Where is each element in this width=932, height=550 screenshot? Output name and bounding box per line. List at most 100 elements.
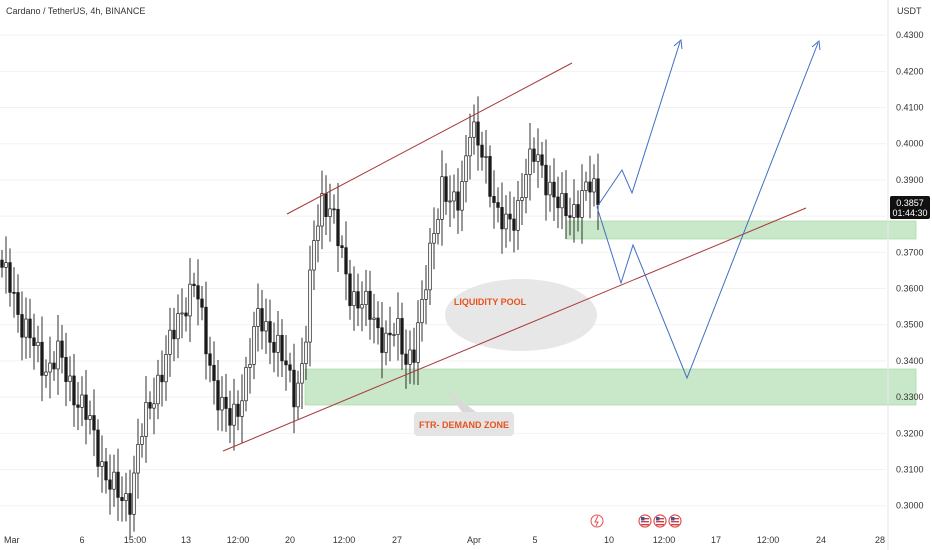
candle-body bbox=[12, 292, 16, 294]
candle-body bbox=[340, 245, 344, 249]
candle-body bbox=[176, 313, 180, 340]
us-flag-event-icon[interactable] bbox=[638, 514, 652, 528]
candle-body bbox=[40, 341, 44, 376]
candle-body bbox=[156, 374, 160, 405]
candle-body bbox=[460, 181, 464, 211]
candle-body bbox=[380, 327, 384, 353]
us-flag-event-icon[interactable] bbox=[653, 514, 667, 528]
candle-body bbox=[316, 225, 320, 241]
price-tick-label: 0.3700 bbox=[896, 247, 924, 257]
candle-body bbox=[400, 318, 404, 355]
candle-body bbox=[172, 329, 176, 340]
candle-body bbox=[484, 156, 488, 158]
candle-body bbox=[208, 353, 212, 366]
candle-body bbox=[444, 176, 448, 202]
candle-body bbox=[576, 204, 580, 218]
candle-body bbox=[480, 144, 484, 158]
candle-body bbox=[52, 362, 56, 370]
projection-path-short bbox=[596, 41, 681, 208]
candle-body bbox=[544, 164, 548, 196]
candle-body bbox=[60, 340, 64, 358]
candle-body bbox=[88, 415, 92, 420]
candle-body bbox=[476, 121, 480, 146]
candle-body bbox=[492, 196, 496, 203]
candle-body bbox=[596, 178, 600, 206]
candle-body bbox=[256, 308, 260, 327]
price-axis: 0.43000.42000.41000.40000.39000.38000.37… bbox=[896, 30, 924, 511]
channel-upper-line bbox=[286, 62, 573, 215]
candle-body bbox=[376, 317, 380, 329]
candle-body bbox=[32, 337, 36, 346]
projection-arrow-long bbox=[811, 40, 821, 51]
candle-body bbox=[160, 374, 164, 383]
candle-body bbox=[464, 155, 468, 182]
candle-body bbox=[216, 380, 220, 411]
candle-body bbox=[120, 497, 124, 501]
candle-body bbox=[304, 341, 308, 364]
candle-body bbox=[100, 461, 104, 467]
candle-body bbox=[64, 357, 68, 382]
us-flag-event-icon[interactable] bbox=[668, 514, 682, 528]
price-tick-label: 0.3000 bbox=[896, 501, 924, 511]
candle-body bbox=[432, 233, 436, 244]
candle-body bbox=[180, 312, 184, 315]
candle-body bbox=[560, 193, 564, 209]
candle-body bbox=[528, 148, 532, 175]
candle-body bbox=[508, 213, 512, 220]
time-tick-label: 12:00 bbox=[757, 535, 780, 545]
candle-body bbox=[512, 218, 516, 231]
demand-zone-label: FTR- DEMAND ZONE bbox=[419, 420, 509, 430]
liquidity-pool-label: LIQUIDITY POOL bbox=[454, 297, 527, 307]
candle-body bbox=[348, 273, 352, 306]
candle-body bbox=[248, 364, 252, 368]
last-price-tag: 0.3857 01:44:30 bbox=[890, 196, 930, 219]
candle-body bbox=[536, 154, 540, 162]
supply-retest-zone bbox=[565, 220, 917, 240]
candle-body bbox=[244, 367, 248, 402]
candle-body bbox=[276, 334, 280, 353]
candle-body bbox=[500, 207, 504, 230]
candle-body bbox=[360, 304, 364, 309]
candle-body bbox=[532, 148, 536, 162]
candle-body bbox=[168, 329, 172, 355]
candle-body bbox=[260, 308, 264, 332]
candle-body bbox=[4, 262, 8, 268]
candle-body bbox=[44, 371, 48, 376]
candle-body bbox=[136, 443, 140, 474]
candle-body bbox=[548, 181, 552, 196]
candle-body bbox=[284, 360, 288, 366]
time-tick-label: Mar bbox=[4, 535, 20, 545]
candle-body bbox=[20, 314, 24, 338]
candle-body bbox=[300, 363, 304, 384]
price-tick-label: 0.3600 bbox=[896, 284, 924, 294]
candle-body bbox=[520, 197, 524, 201]
candle-body bbox=[8, 262, 12, 293]
candle-body bbox=[408, 349, 412, 365]
candle-body bbox=[556, 196, 560, 209]
candle-body bbox=[252, 326, 256, 365]
candle-body bbox=[404, 353, 408, 365]
candle-body bbox=[232, 403, 236, 426]
candle-body bbox=[384, 332, 388, 353]
price-tick-label: 0.3500 bbox=[896, 320, 924, 330]
candle-body bbox=[332, 208, 336, 211]
time-tick-label: 27 bbox=[392, 535, 402, 545]
candle-body bbox=[372, 317, 376, 320]
candle-body bbox=[524, 174, 528, 198]
projection-arrow-short bbox=[673, 39, 683, 50]
candle-body bbox=[108, 479, 112, 490]
candle-body bbox=[388, 332, 392, 336]
candle-body bbox=[124, 493, 128, 501]
dividend-event-icon[interactable] bbox=[590, 514, 604, 528]
candle-body bbox=[368, 290, 372, 320]
price-currency-label: USDT bbox=[897, 6, 922, 16]
candle-body bbox=[84, 394, 88, 420]
candle-body bbox=[552, 181, 556, 198]
candle-body bbox=[592, 178, 596, 193]
demand-zone-callout bbox=[414, 412, 514, 436]
candle-body bbox=[356, 291, 360, 309]
candle-body bbox=[280, 334, 284, 362]
candle-body bbox=[496, 202, 500, 208]
candle-body bbox=[396, 318, 400, 335]
